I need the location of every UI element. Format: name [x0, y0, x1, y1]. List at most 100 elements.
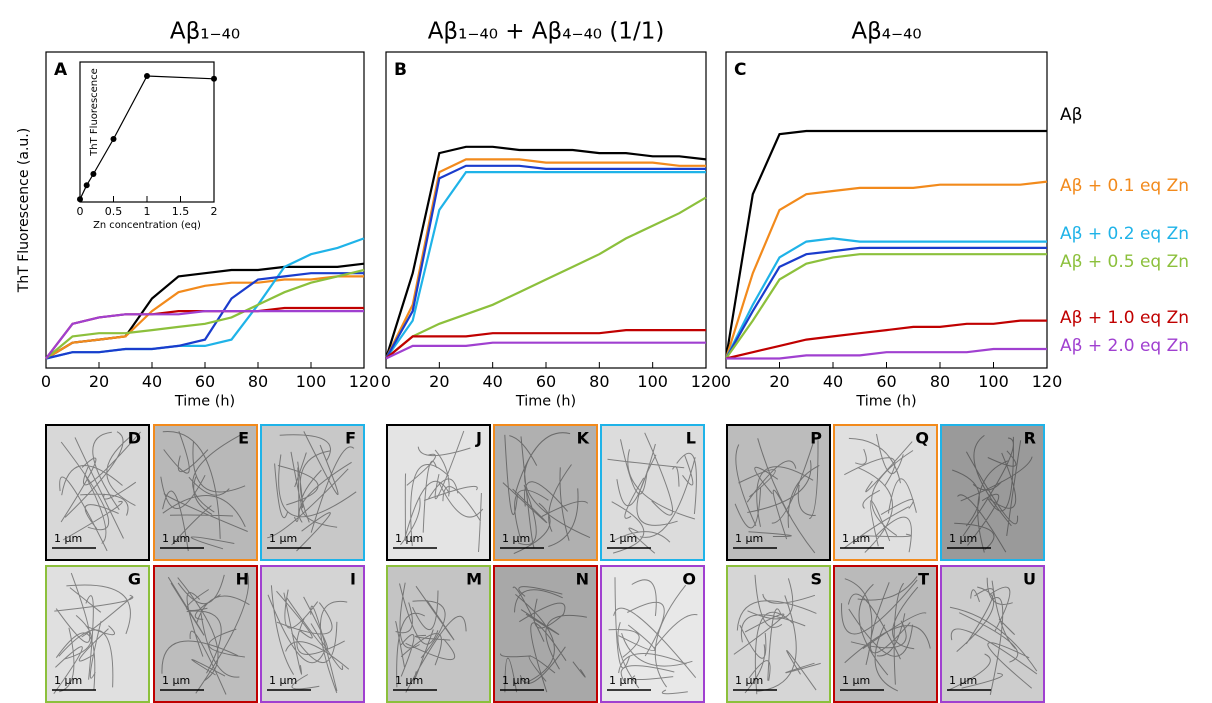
- micrograph: K 1 μm: [493, 424, 598, 561]
- micrograph-image: [386, 424, 491, 561]
- fibril-texture: [607, 432, 697, 554]
- scale-label: 1 μm: [502, 532, 530, 545]
- micrograph-label: I: [350, 570, 356, 589]
- series-line: [45, 310, 364, 360]
- legend-entry: Aβ + 0.5 eq Zn: [1060, 252, 1189, 272]
- legend-entry: Aβ + 2.0 eq Zn: [1060, 336, 1189, 356]
- x-tick-label: 0: [721, 372, 731, 391]
- series-line: [725, 237, 1047, 359]
- x-tick-label: 0: [381, 372, 391, 391]
- scale-label: 1 μm: [502, 674, 530, 687]
- micrograph-label: G: [128, 570, 141, 589]
- series-line: [45, 272, 364, 360]
- fibril-texture: [267, 585, 350, 694]
- series-line: [385, 164, 706, 360]
- point: [144, 73, 150, 79]
- series-line: [724, 129, 1047, 359]
- fibril-texture: [608, 577, 698, 695]
- panel-letter: A: [54, 60, 68, 80]
- fibril-texture: [400, 430, 484, 553]
- x-tick-label: 20: [89, 372, 109, 391]
- scale-label: 1 μm: [735, 532, 763, 545]
- series-line: [724, 180, 1048, 359]
- scale-label: 1 μm: [949, 532, 977, 545]
- micrograph-label: O: [682, 570, 696, 589]
- series-line: [384, 145, 707, 359]
- micrograph: H 1 μm: [153, 565, 258, 703]
- micrograph-image: [726, 424, 831, 561]
- micrograph-image: [45, 424, 150, 561]
- micrograph-label: F: [345, 429, 356, 448]
- micrograph: L 1 μm: [600, 424, 705, 561]
- scale-label: 1 μm: [609, 532, 637, 545]
- micrograph-label: M: [466, 570, 482, 589]
- panel-letter: C: [734, 60, 746, 80]
- x-tick-label: 0.5: [105, 205, 123, 218]
- scale-label: 1 μm: [54, 532, 82, 545]
- y-axis-label: ThT Fluorescence (a.u.): [16, 128, 32, 293]
- scale-label: 1 μm: [269, 532, 297, 545]
- micrograph-label: S: [810, 570, 822, 589]
- x-tick-label: 1: [144, 205, 151, 218]
- series-line: [725, 319, 1047, 360]
- x-axis-label: Time (h): [855, 394, 916, 410]
- x-tick-label: 40: [482, 372, 502, 391]
- x-tick-label: 120: [349, 372, 380, 391]
- x-tick-label: 60: [876, 372, 896, 391]
- x-tick-label: 40: [823, 372, 843, 391]
- point: [90, 171, 97, 177]
- micrograph-label: H: [236, 570, 249, 589]
- micrograph-image: [600, 424, 705, 561]
- fibril-texture: [59, 431, 141, 552]
- series-line: [385, 158, 706, 359]
- panel-letter: B: [394, 60, 407, 80]
- legend-entry: Aβ + 0.2 eq Zn: [1060, 224, 1189, 244]
- series-line: [385, 171, 706, 360]
- legend-entry: Aβ + 0.1 eq Zn: [1060, 176, 1189, 196]
- micrograph: I 1 μm: [260, 565, 365, 703]
- micrograph: E 1 μm: [153, 424, 258, 561]
- x-tick-label: 60: [536, 372, 556, 391]
- y-axis-label: ThT Fluorescence: [89, 68, 100, 157]
- plot-frame: [725, 51, 1048, 369]
- micrograph: F 1 μm: [260, 424, 365, 561]
- fibril-texture: [841, 576, 931, 692]
- point: [110, 136, 117, 142]
- scale-label: 1 μm: [269, 674, 297, 687]
- micrograph-label: J: [475, 429, 482, 448]
- series-line: [385, 196, 707, 360]
- micrograph-label: N: [576, 570, 589, 589]
- micrograph-label: P: [810, 429, 822, 448]
- fibril-texture: [733, 574, 821, 695]
- micrograph-image: [726, 565, 831, 703]
- x-tick-label: 80: [930, 372, 950, 391]
- x-tick-label: 40: [142, 372, 162, 391]
- x-tick-label: 120: [1032, 372, 1063, 391]
- series-line: [725, 246, 1047, 360]
- micrograph-label: Q: [915, 429, 929, 448]
- fibril-texture: [267, 431, 357, 552]
- x-tick-label: 120: [691, 372, 722, 391]
- x-tick-label: 100: [978, 372, 1009, 391]
- micrograph: D 1 μm: [45, 424, 150, 561]
- micrograph: G 1 μm: [45, 565, 150, 703]
- fibril-texture: [500, 586, 587, 693]
- x-tick-label: 2: [211, 205, 218, 218]
- micrograph-label: K: [577, 429, 590, 448]
- micrograph-label: L: [686, 429, 696, 448]
- panel-title: Aβ₁₋₄₀: [170, 19, 240, 45]
- x-tick-label: 0: [77, 205, 84, 218]
- legend-entry: Aβ + 1.0 eq Zn: [1060, 308, 1189, 328]
- series-line: [725, 253, 1047, 360]
- x-tick-label: 20: [429, 372, 449, 391]
- x-axis-label: Zn concentration (eq): [93, 220, 201, 231]
- scale-label: 1 μm: [54, 674, 82, 687]
- series-line: [45, 268, 365, 360]
- scale-label: 1 μm: [395, 674, 423, 687]
- x-tick-label: 80: [248, 372, 268, 391]
- micrograph-image: [833, 424, 938, 561]
- scale-label: 1 μm: [735, 674, 763, 687]
- x-tick-label: 100: [637, 372, 668, 391]
- fibril-texture: [734, 438, 820, 554]
- scale-label: 1 μm: [949, 674, 977, 687]
